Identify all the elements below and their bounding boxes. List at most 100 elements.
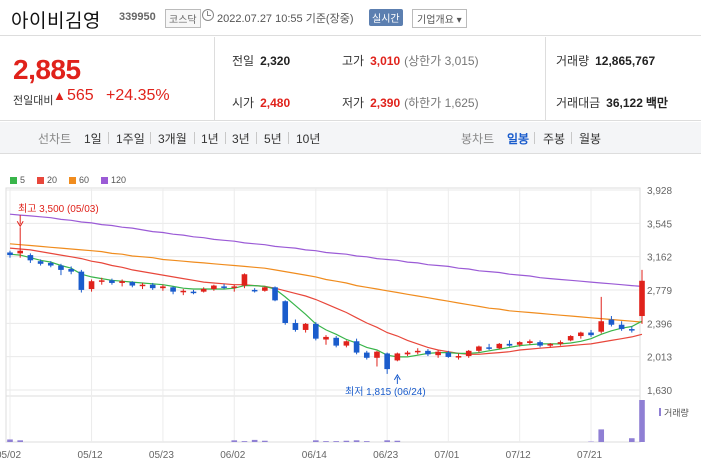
line-ma60 [9, 243, 643, 323]
tab-period-1y[interactable]: 1년 [201, 132, 219, 146]
candle-body [547, 343, 554, 346]
high-value: 3,010 [370, 54, 401, 68]
volume-cell: 거래량 12,865,767 [556, 54, 656, 68]
y-tick-label: 2,013 [647, 353, 672, 364]
candle [190, 289, 197, 295]
x-tick-label: 06/02 [220, 450, 245, 461]
candle [302, 322, 309, 333]
tab-period-1w[interactable]: 1주일 [116, 132, 145, 146]
candlestick-chart[interactable]: 3,928 3,545 3,162 2,779 2,396 2,013 1,630 05/02… [0, 155, 701, 465]
x-tick-label: 05/12 [78, 450, 103, 461]
candle [557, 340, 564, 346]
volume-value: 12,865,767 [595, 54, 656, 68]
candle [170, 286, 176, 295]
chart-frame [5, 187, 641, 443]
candle [537, 340, 543, 348]
volume-bar [384, 440, 390, 442]
change-rate: +24.35% [106, 87, 170, 104]
chart-tabs: 선차트 1일 1주일 3개월 1년 3년 5년 10년 봉차트 일봉 주봉 월봉 [0, 122, 701, 154]
candle-body [302, 323, 309, 330]
candle-body [37, 261, 44, 264]
candle [435, 349, 441, 358]
legend-ma120: 120 [101, 175, 126, 185]
x-tick-label: 07/01 [434, 450, 459, 461]
candle-body [292, 322, 299, 330]
candle [231, 284, 238, 292]
candle [27, 253, 34, 263]
volume-bar [333, 441, 339, 442]
lower-limit: (하한가 1,625) [404, 96, 479, 110]
prev-close-cell: 전일 2,320 [232, 54, 291, 68]
candle-body [88, 281, 95, 290]
tab-period-5y[interactable]: 5년 [264, 132, 282, 146]
prev-close-value: 2,320 [260, 54, 291, 68]
candle-body [47, 262, 54, 266]
tab-candle-monthly[interactable]: 월봉 [579, 132, 602, 146]
candle [353, 338, 360, 355]
candle-body [160, 286, 166, 289]
tab-period-3m[interactable]: 3개월 [158, 132, 187, 146]
tab-candle-weekly[interactable]: 주봉 [543, 132, 566, 146]
candle-body [343, 341, 350, 346]
candle [200, 287, 207, 293]
low-value: 2,390 [370, 96, 401, 110]
candle-body [282, 301, 289, 323]
candle-body [629, 329, 635, 331]
candle-body [465, 350, 472, 357]
candle-body [313, 323, 319, 339]
x-tick-label: 07/12 [506, 450, 531, 461]
company-overview-dropdown[interactable]: 기업개요 [412, 9, 467, 28]
candle-body [68, 269, 74, 272]
amount-unit: 백만 [645, 96, 668, 110]
change-label: 전일대비 [13, 95, 54, 107]
candle-body [496, 343, 503, 349]
volume-bars [7, 400, 661, 442]
tab-candle-daily[interactable]: 일봉 [507, 132, 530, 146]
tab-line-chart[interactable]: 선차트 [38, 132, 72, 146]
y-tick-label: 3,162 [647, 253, 672, 264]
amount-value: 36,122 [606, 96, 643, 110]
candle-body [251, 289, 258, 292]
legend-ma20: 20 [37, 175, 57, 185]
candle [313, 322, 319, 341]
candles [7, 227, 645, 374]
tab-candle-chart[interactable]: 봉차트 [461, 132, 495, 146]
high-cell: 고가 3,010 (상한가 3,015) [342, 54, 479, 68]
candle [506, 340, 513, 347]
tab-period-1d[interactable]: 1일 [84, 132, 102, 146]
candle-body [170, 287, 176, 292]
stock-header: 아이비김영 339950 코스닥 2022.07.27 10:55 기준(장중)… [0, 0, 701, 36]
volume-bar [7, 439, 13, 442]
candle [129, 281, 136, 288]
candle [384, 352, 390, 374]
candle [78, 269, 85, 293]
candle [465, 349, 472, 358]
candle [47, 261, 54, 268]
candle [251, 288, 258, 293]
candle-body [394, 353, 401, 361]
candle-body [445, 352, 452, 357]
y-tick-label: 3,928 [647, 186, 672, 197]
clock-icon [202, 9, 214, 21]
tab-period-10y[interactable]: 10년 [296, 132, 321, 146]
candle-body [333, 337, 339, 346]
candle-body [78, 271, 85, 290]
realtime-button[interactable]: 실시간 [369, 9, 403, 26]
up-arrow-icon: ▲ [53, 88, 66, 103]
volume-bar [363, 441, 370, 442]
tab-period-3y[interactable]: 3년 [232, 132, 250, 146]
candle [496, 343, 503, 350]
annotation-low: 최저 1,815 (06/24) [345, 386, 426, 398]
stock-name: 아이비김영 [11, 11, 101, 32]
candle [272, 286, 278, 302]
volume-bar [323, 441, 329, 442]
candle [109, 278, 115, 285]
candle [262, 286, 268, 292]
candle-body [353, 341, 360, 353]
amount-cell: 거래대금 36,122 백만 [556, 96, 668, 110]
candle-body [363, 352, 370, 358]
volume-bar [313, 440, 319, 442]
candle [98, 277, 105, 285]
volume-bar [598, 429, 605, 442]
open-value: 2,480 [260, 96, 291, 110]
